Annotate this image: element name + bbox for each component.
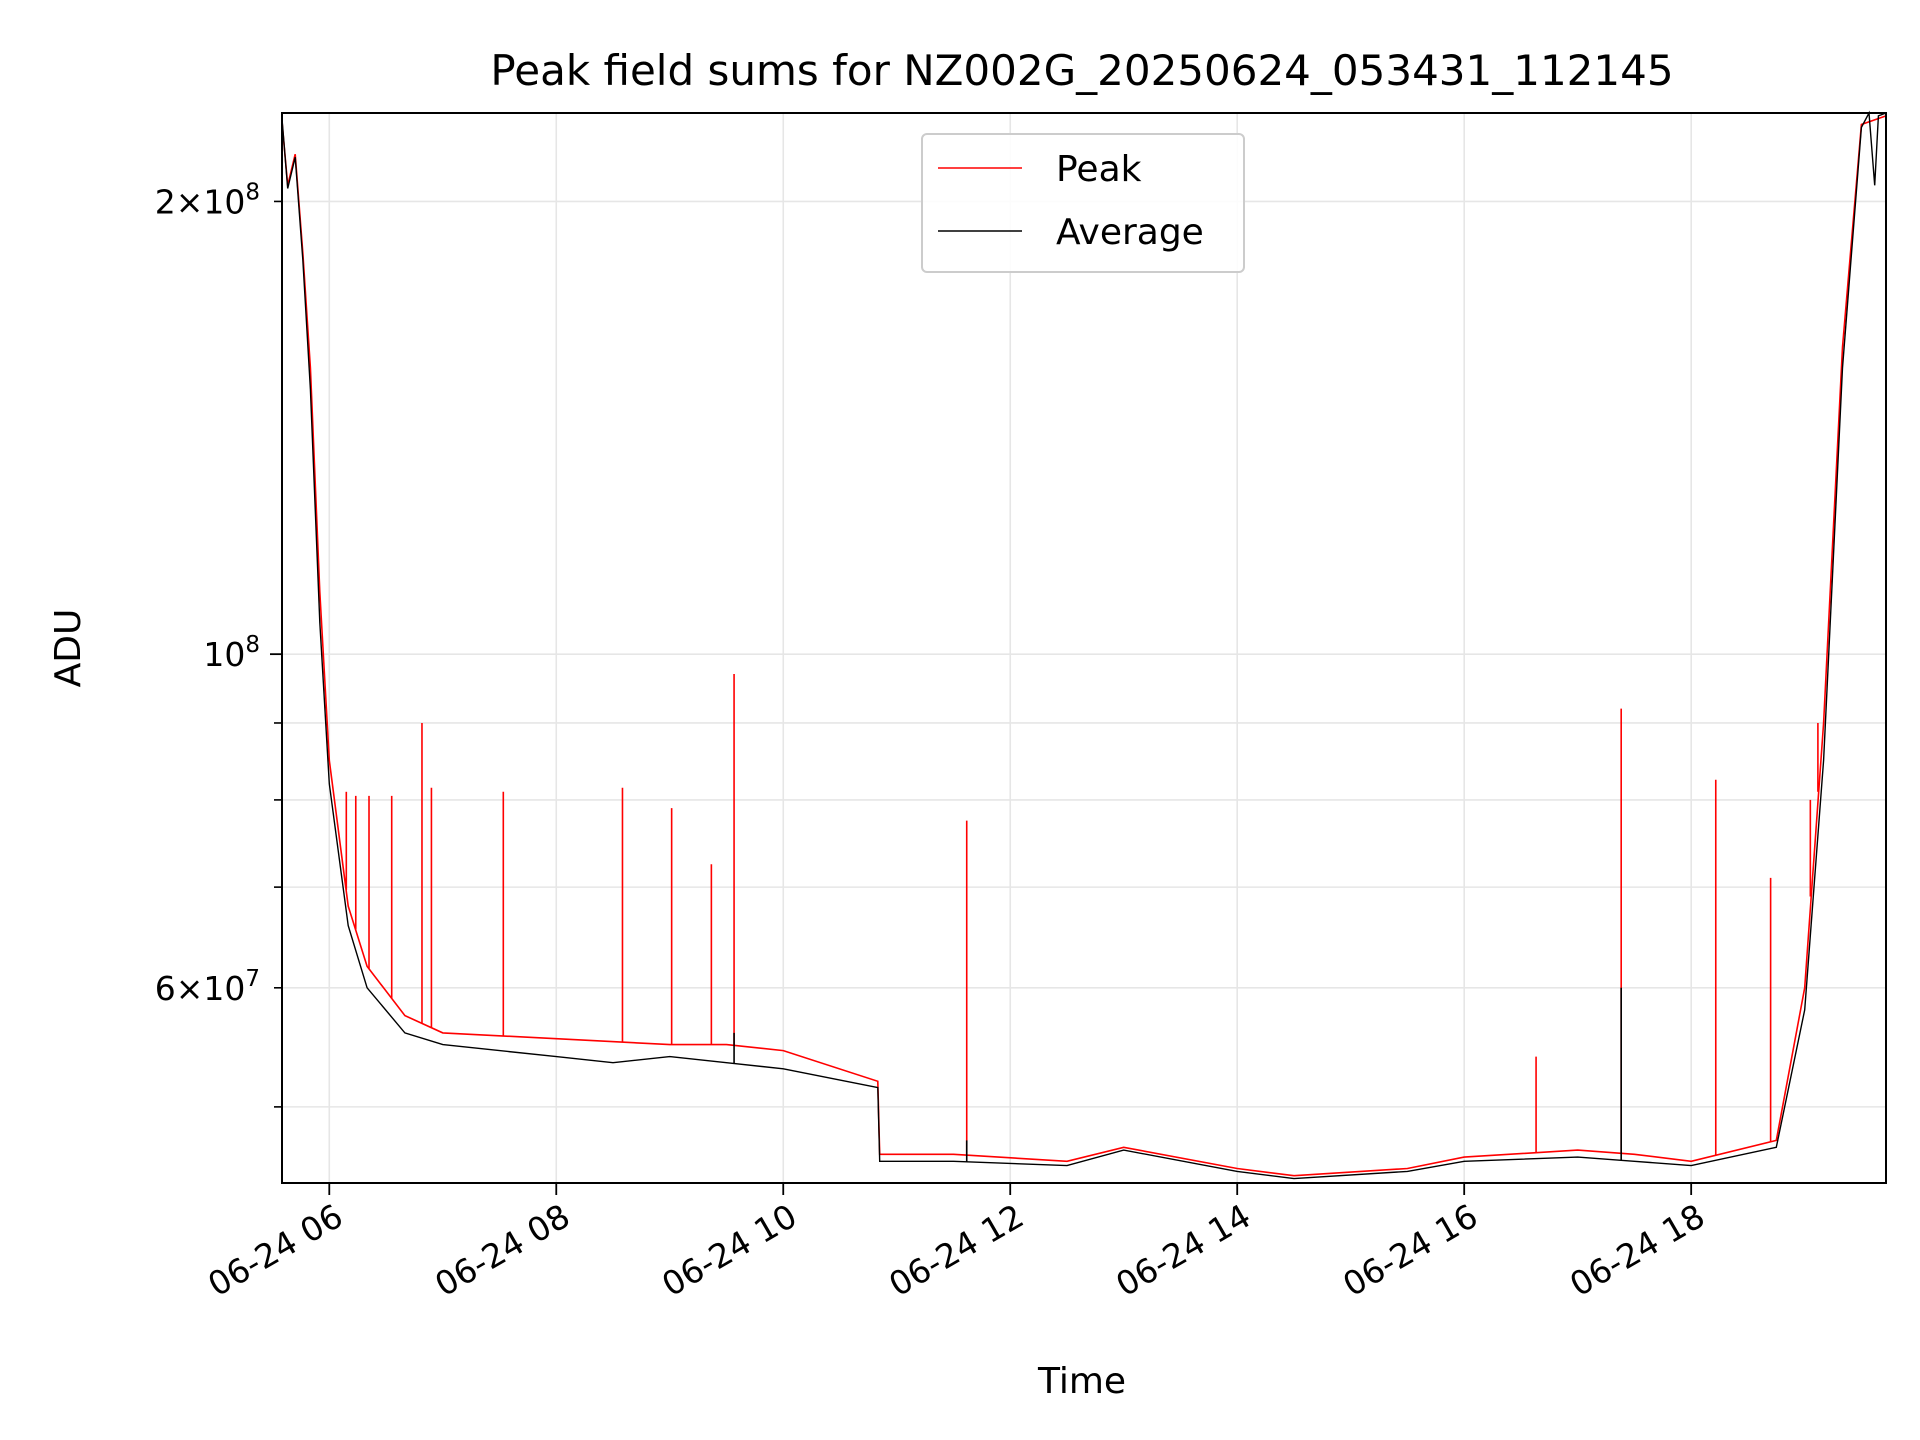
legend-label-peak: Peak: [1056, 149, 1142, 190]
grid: [282, 113, 1886, 1183]
chart-title: Peak field sums for NZ002G_20250624_0534…: [490, 46, 1673, 95]
legend: Peak Average: [921, 133, 1245, 273]
y-tick-label: 2×108: [155, 179, 260, 221]
legend-label-average: Average: [1056, 212, 1204, 253]
y-tick-label: 108: [203, 632, 260, 674]
series-average: [281, 110, 1887, 1180]
y-axis-ticks: 2×108 108 6×107: [155, 179, 282, 1108]
plot-frame: [281, 112, 1887, 1184]
series-line: [281, 110, 1887, 1180]
series-layer: [281, 110, 1887, 1180]
x-axis-label: Time: [1037, 1361, 1126, 1402]
y-tick-label: 6×107: [155, 966, 260, 1008]
y-axis-label: ADU: [48, 609, 89, 688]
